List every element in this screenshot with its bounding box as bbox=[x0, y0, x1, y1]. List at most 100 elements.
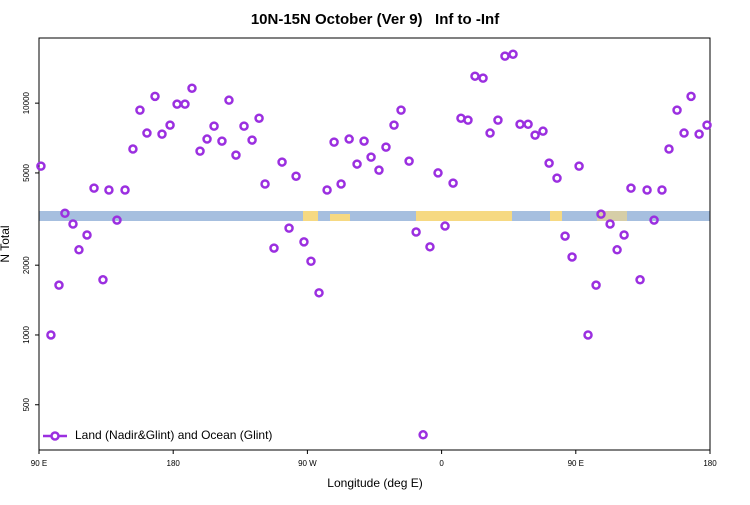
legend-marker bbox=[50, 431, 60, 441]
point bbox=[254, 113, 264, 123]
point bbox=[389, 120, 399, 130]
point bbox=[322, 185, 332, 195]
x-axis-label: Longitude (deg E) bbox=[327, 476, 422, 490]
point bbox=[374, 165, 384, 175]
point bbox=[239, 121, 249, 131]
legend-label: Land (Nadir&Glint) and Ocean (Glint) bbox=[75, 428, 272, 442]
point bbox=[702, 120, 712, 130]
point bbox=[672, 105, 682, 115]
point bbox=[619, 230, 629, 240]
point bbox=[591, 280, 601, 290]
point bbox=[352, 159, 362, 169]
chart-title: 10N-15N October (Ver 9) Inf to -Inf bbox=[251, 11, 500, 28]
point bbox=[74, 245, 84, 255]
y-tick-label: 1000 bbox=[22, 326, 31, 344]
point bbox=[260, 179, 270, 189]
point bbox=[686, 91, 696, 102]
point bbox=[404, 156, 414, 166]
point bbox=[500, 51, 510, 61]
point bbox=[664, 144, 674, 154]
point bbox=[463, 115, 473, 125]
map-strip bbox=[39, 211, 710, 221]
point bbox=[605, 219, 615, 229]
point bbox=[626, 183, 636, 193]
point bbox=[135, 105, 145, 115]
point bbox=[560, 231, 570, 241]
x-tick-label: 90 E bbox=[568, 459, 584, 468]
point bbox=[224, 95, 234, 105]
point bbox=[165, 120, 175, 130]
point bbox=[567, 252, 577, 262]
point bbox=[596, 209, 606, 219]
point bbox=[217, 136, 227, 146]
point bbox=[493, 115, 503, 125]
point bbox=[679, 128, 689, 138]
plot-frame bbox=[38, 37, 711, 451]
point bbox=[36, 161, 46, 171]
point bbox=[478, 73, 488, 83]
y-tick-label: 10000 bbox=[22, 91, 31, 114]
point bbox=[195, 146, 205, 156]
point bbox=[231, 150, 241, 160]
point bbox=[128, 144, 138, 154]
point bbox=[82, 230, 92, 240]
point bbox=[284, 223, 294, 233]
point bbox=[612, 245, 622, 255]
point bbox=[269, 243, 279, 253]
point bbox=[508, 49, 518, 59]
point bbox=[306, 256, 316, 266]
point bbox=[112, 215, 122, 225]
point bbox=[523, 119, 533, 129]
point bbox=[150, 91, 160, 102]
point bbox=[425, 242, 435, 252]
point bbox=[247, 135, 257, 145]
point bbox=[448, 178, 458, 188]
point bbox=[694, 129, 704, 139]
point bbox=[299, 237, 309, 247]
y-tick-label: 5000 bbox=[22, 163, 31, 181]
y-axis-label: N Total bbox=[0, 225, 12, 262]
point bbox=[433, 168, 443, 178]
point bbox=[440, 221, 450, 231]
point bbox=[359, 136, 369, 146]
point bbox=[46, 330, 56, 340]
point bbox=[574, 161, 584, 171]
point bbox=[314, 288, 324, 298]
point bbox=[209, 121, 219, 131]
x-tick-label: 90 E bbox=[31, 459, 47, 468]
point bbox=[642, 185, 652, 195]
point bbox=[544, 158, 554, 168]
point bbox=[381, 142, 391, 152]
point bbox=[68, 219, 78, 229]
point bbox=[98, 275, 108, 285]
y-tick-label: 500 bbox=[22, 398, 31, 412]
point bbox=[552, 173, 562, 183]
x-tick-label: 90 W bbox=[298, 459, 317, 468]
point bbox=[418, 430, 428, 440]
x-tick-label: 0 bbox=[439, 459, 444, 468]
x-tick-label: 180 bbox=[703, 459, 717, 468]
point bbox=[336, 179, 346, 189]
point bbox=[157, 129, 167, 139]
point bbox=[142, 128, 152, 138]
point bbox=[120, 185, 130, 195]
point bbox=[180, 99, 190, 109]
point bbox=[470, 71, 480, 81]
point bbox=[583, 330, 593, 340]
point bbox=[411, 227, 421, 237]
point bbox=[187, 83, 197, 93]
point bbox=[277, 157, 287, 167]
point bbox=[329, 137, 339, 147]
point bbox=[344, 134, 354, 144]
point bbox=[657, 185, 667, 195]
point bbox=[291, 171, 301, 181]
point bbox=[89, 183, 99, 193]
point bbox=[202, 134, 212, 144]
point bbox=[635, 275, 645, 285]
point bbox=[60, 208, 70, 219]
point bbox=[538, 126, 548, 136]
point bbox=[366, 152, 376, 162]
point bbox=[515, 119, 525, 129]
point bbox=[172, 99, 182, 109]
